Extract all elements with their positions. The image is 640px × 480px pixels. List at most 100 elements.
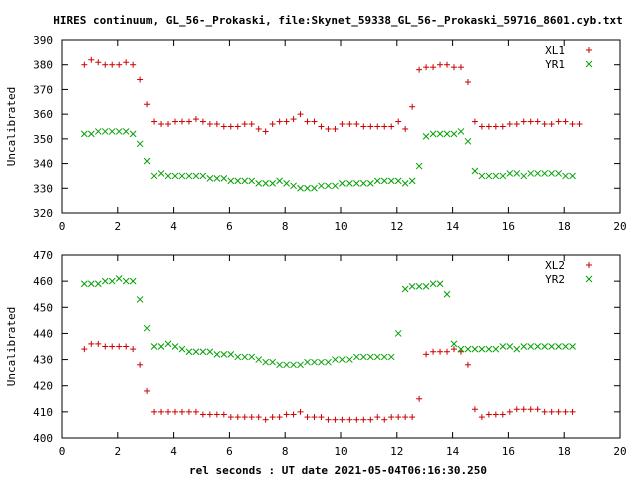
data-point [416,395,423,402]
data-point [415,162,423,170]
data-point [151,118,158,125]
series-XL1 [81,56,583,135]
data-point [332,182,339,190]
data-point [234,123,241,130]
data-point [130,346,137,353]
data-point [185,172,193,180]
data-point [115,275,123,282]
data-point [325,358,332,366]
y-tick-label: 460 [33,275,53,288]
data-point [555,118,562,125]
y-tick-label: 360 [33,108,53,121]
data-point [352,353,360,361]
data-point [151,408,158,415]
data-point [485,172,493,180]
data-point [269,121,276,128]
data-point [269,414,276,421]
data-point [339,416,346,423]
data-point [158,121,165,128]
data-point [143,157,151,165]
data-point [199,348,207,356]
data-point [108,277,116,285]
y-tick-label: 410 [33,406,53,419]
data-point [80,130,88,138]
data-point [402,414,409,421]
data-point [150,172,158,180]
data-point [178,345,186,353]
data-point [576,121,583,128]
y-tick-label: 340 [33,158,53,171]
data-point [94,128,102,135]
data-point [123,59,130,66]
data-point [339,356,346,363]
data-point [388,123,395,130]
data-point [129,130,137,138]
data-point [283,118,290,125]
x-tick-label: 20 [613,445,626,458]
data-point [513,406,520,413]
x-tick-label: 4 [170,220,177,233]
data-point [506,343,514,350]
data-point [464,345,472,353]
data-point [227,123,234,130]
data-point [506,170,514,177]
data-point [87,280,95,288]
x-tick-label: 18 [558,445,571,458]
data-point [87,130,95,138]
data-point [109,61,116,68]
data-point [437,348,444,355]
data-point [192,172,200,180]
data-point [234,353,242,361]
data-point [220,411,227,418]
data-point [339,121,346,128]
data-point [290,411,297,418]
data-point [318,123,325,130]
y-tick-label: 350 [33,133,53,146]
y-tick-label: 370 [33,83,53,96]
data-point [457,128,465,135]
data-point [234,414,241,421]
data-point [304,358,311,366]
data-point [88,56,95,63]
data-point [353,121,360,128]
data-point [402,125,409,132]
data-point [443,130,451,138]
data-point [395,414,402,421]
y-tick-label: 330 [33,182,53,195]
data-point [478,172,486,180]
data-point [499,343,507,350]
data-point [541,408,548,415]
data-point [220,175,228,182]
data-point [374,414,381,421]
data-point [492,123,499,130]
x-tick-label: 16 [502,445,515,458]
data-point [387,353,395,361]
data-point [269,179,276,187]
data-point [471,406,478,413]
data-point [541,343,549,350]
data-point [429,280,437,288]
data-point [366,353,374,361]
data-point [290,116,297,123]
data-point [520,406,527,413]
legend-marker [585,60,593,68]
data-point [185,408,192,415]
data-point [416,66,423,73]
data-point [353,416,360,423]
data-point [158,408,165,415]
plot-frame [61,254,621,439]
data-point [206,121,213,128]
data-point [478,414,485,421]
data-point [248,121,255,128]
plot-frame [61,39,621,214]
legend-label: XL2 [545,259,565,272]
data-point [297,361,304,369]
data-point [248,414,255,421]
x-tick-label: 14 [446,445,460,458]
data-point [81,61,88,68]
data-point [492,172,500,180]
data-point [311,414,318,421]
data-point [485,345,493,353]
data-point [241,121,248,128]
data-point [213,175,221,182]
